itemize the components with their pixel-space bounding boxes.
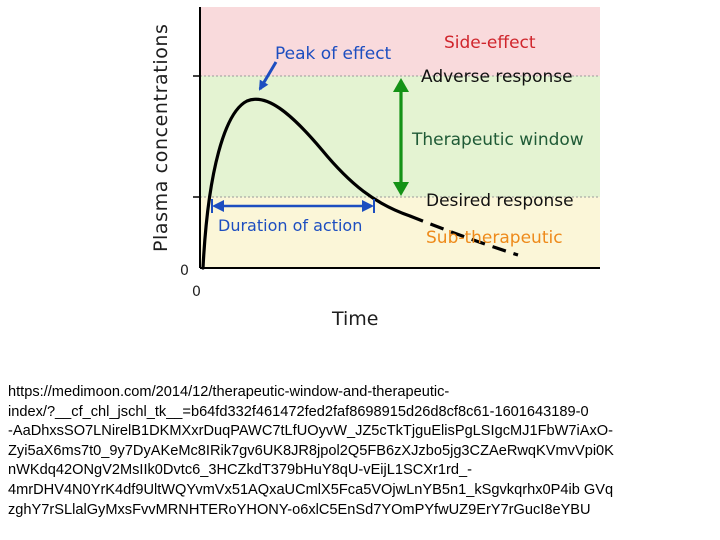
window-arrow-top	[393, 78, 409, 92]
y-origin-label: 0	[180, 263, 189, 279]
sub-therapeutic-zone	[200, 197, 600, 268]
source-url: https://medimoon.com/2014/12/therapeutic…	[8, 383, 698, 520]
window-arrow-bottom	[393, 182, 409, 196]
concentration-curve	[201, 97, 412, 270]
source-url-line: index/?__cf_chl_jschl_tk__=b64fd332f4614…	[8, 403, 589, 420]
concentration-curve-tail	[409, 214, 519, 257]
source-url-line: nWKdq42ONgV2MsIIk0Dvtc6_3HCZkdT379bHuY8q…	[8, 462, 472, 479]
duration-arrow-left	[212, 200, 224, 212]
adverse-response-label: Adverse response	[421, 67, 573, 87]
side-effect-label: Side-effect	[444, 33, 536, 53]
source-url-line: Zyi5aX6ms7t0_9y7DyAKeMc8IRik7gv6UK8JR8jp…	[8, 442, 614, 459]
x-axis-title: Time	[331, 308, 379, 330]
therapeutic-window-label: Therapeutic window	[411, 130, 584, 150]
side-effect-zone	[200, 7, 600, 76]
source-url-line: zghY7rSLlalGyMxsFvvMRNHTERoYHONY-o6xlC5E…	[8, 501, 591, 518]
peak-label: Peak of effect	[275, 44, 392, 64]
sub-therapeutic-label: Sub-therapeutic	[426, 228, 563, 248]
x-origin-label: 0	[192, 284, 201, 300]
peak-arrow	[258, 61, 278, 91]
duration-label: Duration of action	[218, 216, 362, 235]
y-axis-title: Plasma concentrations	[150, 23, 172, 252]
duration-arrow-right	[362, 200, 374, 212]
source-url-line: -AaDhxsSO7LNirelB1DKMXxrDuqPAWC7tLfUOyvW…	[8, 423, 613, 440]
desired-response-label: Desired response	[426, 191, 574, 211]
pharmacokinetic-diagram: Plasma concentrations Time 0 0 Peak of e…	[150, 7, 600, 330]
source-url-line: https://medimoon.com/2014/12/therapeutic…	[8, 384, 450, 400]
source-url-line: 4mrDHV4N0YrK4df9UltWQYvmVx51AQxaUCmlX5Fc…	[8, 481, 614, 498]
